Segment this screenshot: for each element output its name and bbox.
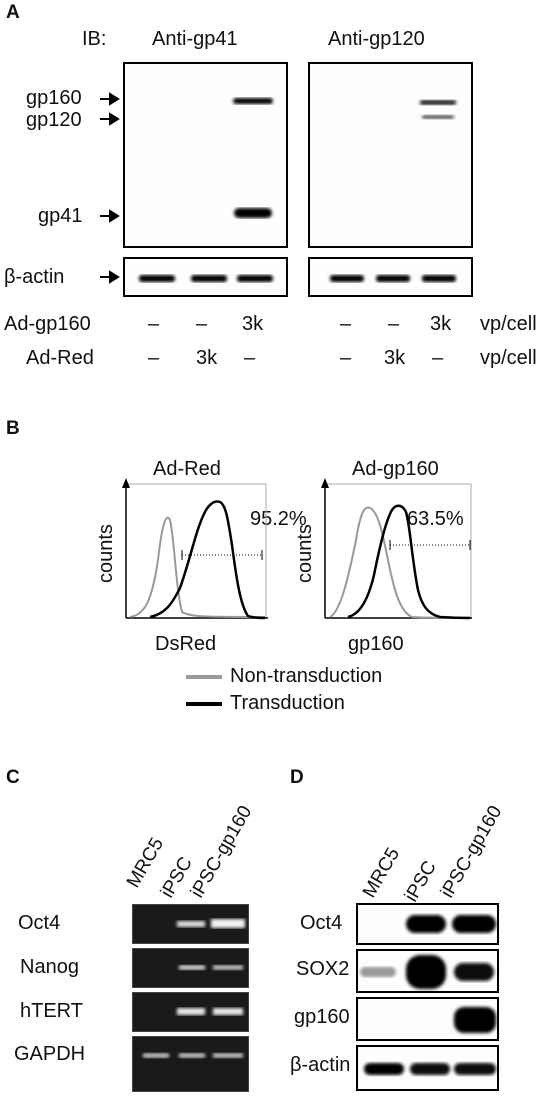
- dose-cell: –: [196, 313, 208, 335]
- row-c-gapdh: GAPDH: [14, 1043, 86, 1065]
- histograms: [122, 478, 472, 706]
- hist-left-title: Ad-Red: [153, 458, 221, 480]
- row-ad-gp160-label: Ad-gp160: [4, 313, 91, 335]
- lane-c-ipsc: iPSC: [156, 853, 197, 902]
- hist-left: [122, 478, 268, 620]
- hist-right-title: Ad-gp160: [352, 458, 439, 480]
- blot-d-sox2: [356, 949, 499, 993]
- lane-d-ipsc: iPSC: [400, 857, 441, 906]
- hist-left-percent: 95.2%: [250, 508, 307, 530]
- row-d-gp160: gp160: [294, 1006, 350, 1028]
- legend-transduction: Transduction: [230, 692, 345, 714]
- anti-gp41-bands: [233, 98, 273, 218]
- hist-right-xlabel: gp160: [348, 633, 404, 655]
- panel-d-letter: D: [290, 767, 304, 788]
- dose-cell: –: [244, 347, 256, 369]
- blot-d-actin: [356, 1045, 499, 1091]
- marker-gp120: gp120: [26, 109, 82, 131]
- actin-bands-left: [139, 275, 273, 282]
- hist-right-percent: 63.5%: [407, 508, 464, 530]
- row-d-actin: β-actin: [290, 1054, 351, 1076]
- dose-cell: 3k: [196, 347, 218, 369]
- band-gp41: [234, 208, 272, 218]
- actin-blot-left: [123, 257, 288, 297]
- actin-blot-right: [308, 257, 473, 297]
- gel-gapdh: [132, 1036, 249, 1092]
- marker-gp41: gp41: [38, 205, 83, 227]
- row-ad-red-label: Ad-Red: [26, 347, 94, 369]
- lane-c-ipsc-gp160: iPSC-gp160: [186, 802, 257, 902]
- blot-d-oct4: [356, 903, 499, 945]
- blot-d-gp160: [356, 997, 499, 1041]
- hist-left-xlabel: DsRed: [155, 633, 217, 655]
- dose-cell: –: [148, 313, 160, 335]
- band-gp120: [422, 115, 454, 119]
- legend-non-transduction: Non-transduction: [230, 665, 383, 687]
- dose-cell: –: [388, 313, 400, 335]
- row-d-oct4: Oct4: [300, 912, 343, 934]
- dose-cell: 3k: [242, 313, 264, 335]
- row-d-sox2: SOX2: [296, 958, 350, 980]
- anti-gp120-label: Anti-gp120: [328, 28, 425, 50]
- anti-gp41-label: Anti-gp41: [152, 28, 238, 50]
- anti-gp41-blot: [123, 62, 288, 248]
- dose-cell: –: [432, 347, 444, 369]
- panel-a-letter: A: [6, 2, 20, 23]
- panel-b-letter: B: [6, 418, 20, 439]
- lane-d-ipsc-gp160: iPSC-gp160: [436, 802, 507, 902]
- dose-cell: –: [340, 313, 352, 335]
- marker-arrows: [100, 92, 120, 284]
- dose-cell: –: [148, 347, 160, 369]
- actin-label-a: β-actin: [4, 266, 65, 288]
- gel-htert: [132, 992, 249, 1032]
- hist-right: [321, 478, 472, 620]
- dose-cell: 3k: [430, 313, 452, 335]
- marker-gp160: gp160: [26, 87, 82, 109]
- gel-oct4: [132, 904, 249, 944]
- row-c-nanog: Nanog: [20, 956, 79, 978]
- anti-gp120-blot: [308, 62, 473, 248]
- row-c-htert: hTERT: [20, 1000, 83, 1022]
- unit-label: vp/cell: [480, 313, 537, 335]
- band-gp160-120a: [420, 100, 456, 105]
- dose-cell: 3k: [384, 347, 406, 369]
- lane-d-mrc5: MRC5: [358, 844, 405, 902]
- row-c-oct4: Oct4: [18, 912, 61, 934]
- gel-nanog: [132, 948, 249, 988]
- band-gp160: [233, 98, 273, 104]
- actin-bands-right: [330, 275, 456, 282]
- panel-c-letter: C: [6, 767, 20, 788]
- unit-label: vp/cell: [480, 347, 537, 369]
- ib-label: IB:: [82, 28, 107, 50]
- dose-cell: –: [340, 347, 352, 369]
- anti-gp120-bands: [420, 100, 456, 119]
